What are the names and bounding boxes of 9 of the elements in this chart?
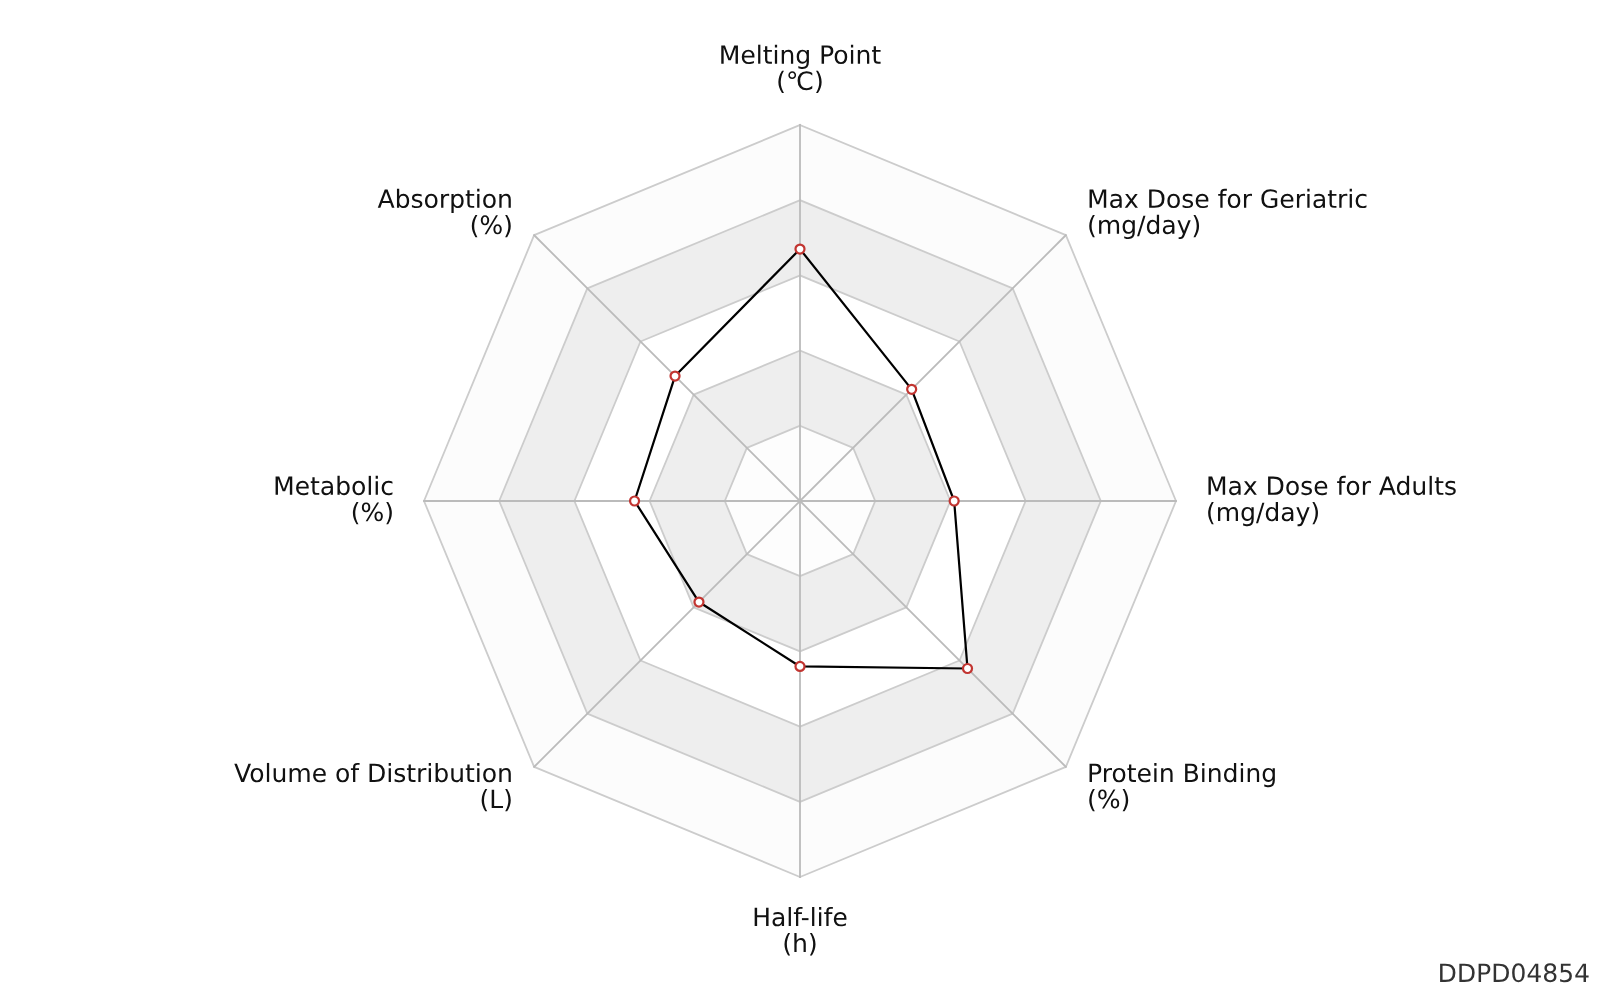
- spoke-label: Half-life (h): [754, 907, 847, 956]
- spoke-label: Melting Point (℃): [721, 44, 881, 94]
- spoke-label: Max Dose for Geriatric (mg/day): [1089, 188, 1367, 240]
- spoke-label: Absorption (%): [377, 188, 511, 238]
- text: DDPD04854: [1440, 963, 1589, 983]
- spoke-label: Volume of Distribution (L): [234, 762, 511, 812]
- spoke-label: Metabolic (%): [275, 475, 393, 525]
- spoke-label: Max Dose for Adults (mg/day): [1208, 475, 1456, 527]
- spoke-label: Protein Binding (%): [1089, 762, 1275, 812]
